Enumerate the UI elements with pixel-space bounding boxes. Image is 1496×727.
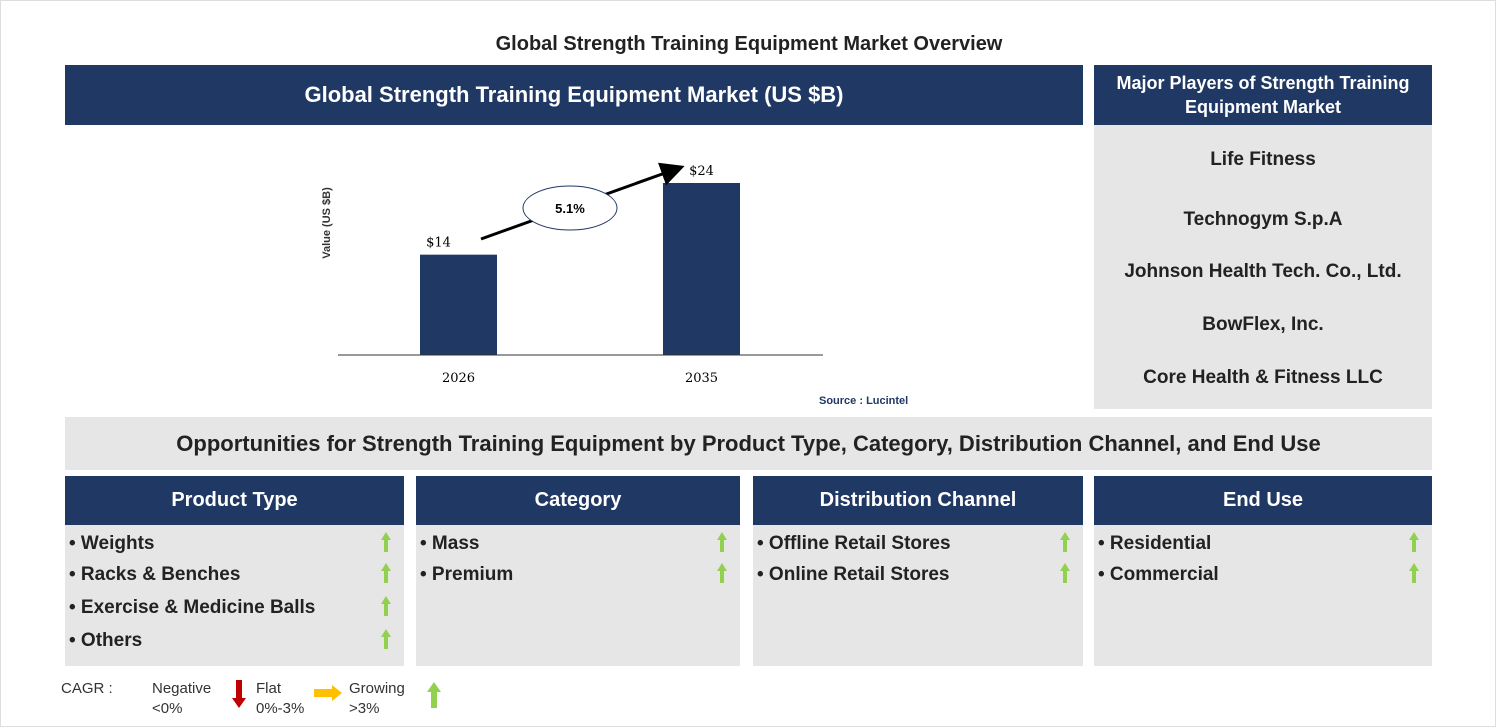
x-tick-label: 2035 xyxy=(685,371,718,386)
data-label: $24 xyxy=(689,164,714,179)
legend-flat-range: 0%-3% xyxy=(256,700,305,717)
segment-header: Category xyxy=(416,476,740,525)
x-tick-label: 2026 xyxy=(442,371,475,386)
source-label: Source : Lucintel xyxy=(819,395,909,407)
bar-chart: Value (US $B) $14 2026 $24 2035 5.1% xyxy=(321,162,823,386)
legend-negative-range: <0% xyxy=(152,700,183,717)
segment-header: Distribution Channel xyxy=(753,476,1083,525)
opportunities-header: Opportunities for Strength Training Equi… xyxy=(65,417,1432,470)
legend-flat: Flat 0%-3% xyxy=(256,679,304,719)
arrow-up-icon xyxy=(1060,532,1070,552)
segment-item: • Offline Retail Stores xyxy=(757,533,951,554)
legend-flat-label: Flat xyxy=(256,680,282,697)
page-title: Global Strength Training Equipment Marke… xyxy=(495,33,1003,55)
player: Life Fitness xyxy=(1210,149,1316,170)
segment-item: • Online Retail Stores xyxy=(757,564,950,585)
legend-growing: Growing >3% xyxy=(349,679,405,719)
segment-item: • Exercise & Medicine Balls xyxy=(69,597,316,618)
arrow-up-icon xyxy=(381,563,391,583)
arrow-up-icon xyxy=(717,532,727,552)
arrow-up-icon xyxy=(717,563,727,583)
arrow-down-icon xyxy=(232,680,246,708)
segment-item: • Commercial xyxy=(1098,564,1219,585)
player: BowFlex, Inc. xyxy=(1202,314,1324,335)
player: Technogym S.p.A xyxy=(1183,209,1343,230)
market-header: Global Strength Training Equipment Marke… xyxy=(65,65,1083,125)
bar-2026 xyxy=(420,254,497,355)
segment-panel xyxy=(416,525,740,666)
segment-header: End Use xyxy=(1094,476,1432,525)
arrow-up-icon xyxy=(1409,563,1419,583)
legend-growing-label: Growing xyxy=(349,680,405,697)
segment-header: Product Type xyxy=(65,476,404,525)
arrow-up-icon xyxy=(381,532,391,552)
arrow-up-icon xyxy=(381,629,391,649)
y-axis-label: Value (US $B) xyxy=(321,187,333,259)
player: Johnson Health Tech. Co., Ltd. xyxy=(1124,261,1402,282)
legend-negative-label: Negative xyxy=(152,680,212,697)
players-panel xyxy=(1094,125,1432,409)
segment-panel xyxy=(753,525,1083,666)
arrow-right-icon xyxy=(314,685,342,701)
arrow-up-icon xyxy=(381,596,391,616)
legend-growing-range: >3% xyxy=(349,700,380,717)
segment-item: • Mass xyxy=(420,533,480,554)
segment-item: • Residential xyxy=(1098,533,1212,554)
bar-2035 xyxy=(663,183,740,355)
segment-item: • Others xyxy=(69,630,143,651)
player: Core Health & Fitness LLC xyxy=(1143,367,1383,388)
arrow-up-icon xyxy=(1060,563,1070,583)
segment-panel xyxy=(1094,525,1432,666)
segment-panel xyxy=(65,525,404,666)
players-header: Major Players of Strength Training Equip… xyxy=(1094,65,1432,125)
cagr-label: 5.1% xyxy=(555,201,585,216)
cagr-ellipse xyxy=(522,185,618,231)
arrow-up-icon xyxy=(1409,532,1419,552)
data-label: $14 xyxy=(426,236,451,251)
segment-item: • Premium xyxy=(420,564,514,585)
arrow-up-icon xyxy=(427,682,441,708)
legend-negative: Negative <0% xyxy=(152,679,211,719)
segment-item: • Racks & Benches xyxy=(69,564,241,585)
legend-label: CAGR : xyxy=(61,680,113,697)
segment-item: • Weights xyxy=(69,533,155,554)
